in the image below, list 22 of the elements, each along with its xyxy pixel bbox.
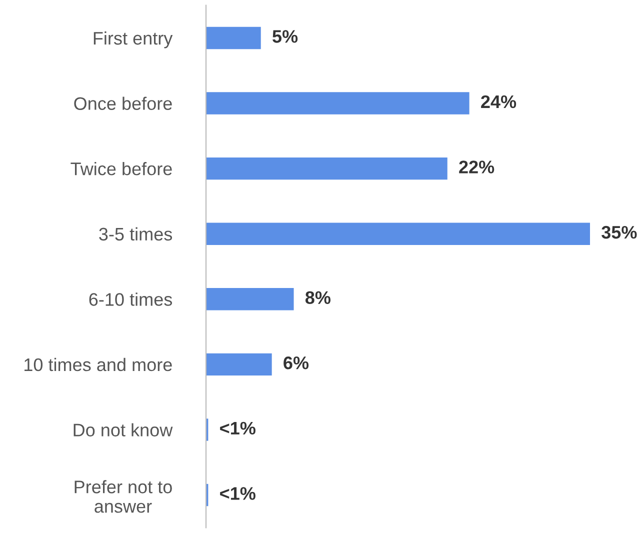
bar — [206, 157, 448, 180]
y-tick-label: Do not know — [74, 423, 173, 436]
y-tick-label: 10 times and more — [24, 358, 172, 372]
bar — [206, 353, 272, 376]
y-tick-label: 3-5 times — [99, 227, 172, 241]
data-label: 8% — [305, 291, 331, 304]
y-tick-label: First entry — [94, 31, 173, 48]
y-tick-label: Prefer not to answer — [74, 480, 172, 513]
data-label: 6% — [284, 356, 309, 370]
y-tick-label: Twice before — [70, 162, 172, 176]
data-label: 35% — [602, 226, 637, 239]
y-tick-label: Once before — [74, 96, 172, 110]
data-label: <1% — [220, 422, 256, 435]
bar — [206, 92, 470, 114]
bar — [206, 288, 294, 310]
data-label: 24% — [481, 95, 516, 108]
data-label: 22% — [459, 160, 494, 174]
data-label: <1% — [220, 487, 256, 500]
y-tick-label: 6-10 times — [89, 292, 172, 306]
bar — [206, 222, 590, 245]
bar — [206, 26, 261, 50]
data-label: 5% — [272, 30, 298, 43]
